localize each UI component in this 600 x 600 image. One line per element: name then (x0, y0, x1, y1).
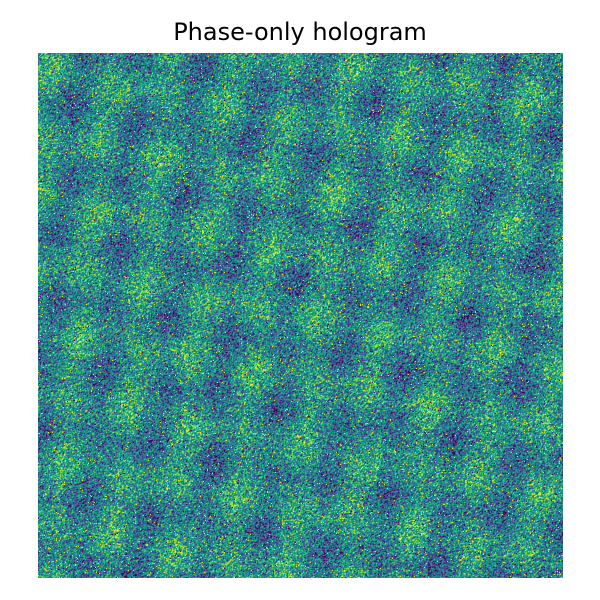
phase-hologram-image (38, 53, 563, 578)
plot-title: Phase-only hologram (173, 18, 427, 46)
hologram-image-panel (38, 53, 563, 578)
